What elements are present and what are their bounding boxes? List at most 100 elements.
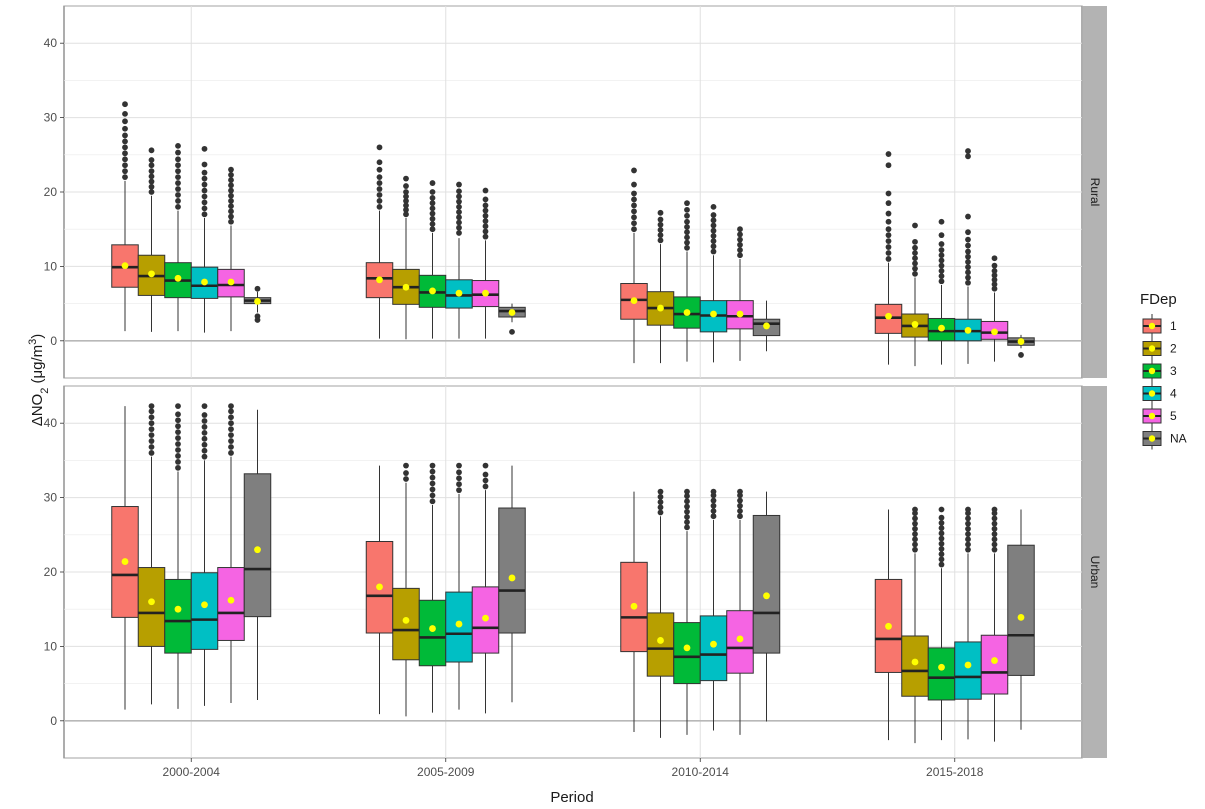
y-tick-label: 0: [50, 714, 57, 728]
outlier-point: [429, 205, 436, 212]
outlier-point: [122, 144, 128, 151]
mean-point: [763, 592, 770, 600]
outlier-point: [201, 205, 208, 212]
outlier-point: [201, 145, 208, 152]
box: [418, 599, 447, 667]
y-axis-title: ΔNO2 (μg/m3): [27, 334, 51, 427]
legend-title: FDep: [1140, 291, 1177, 308]
box-2010-2014-NA: [752, 491, 781, 722]
mean-point: [964, 326, 972, 334]
y-tick-label: 20: [44, 565, 58, 579]
legend-key-mean: [1148, 322, 1156, 330]
outlier-point: [938, 540, 945, 547]
outlier-point: [403, 202, 409, 209]
mean-point: [201, 278, 208, 286]
outlier-point: [684, 212, 690, 219]
outlier-point: [376, 174, 383, 181]
outlier-point: [965, 213, 971, 220]
outlier-point: [148, 426, 155, 433]
outlier-point: [912, 531, 918, 537]
outlier-point: [175, 186, 181, 192]
outlier-point: [991, 520, 998, 527]
outlier-point: [122, 101, 128, 108]
mean-point: [964, 661, 972, 669]
outlier-point: [201, 211, 208, 218]
outlier-point: [429, 221, 436, 227]
outlier-point: [429, 195, 436, 201]
outlier-point: [965, 546, 971, 553]
outlier-point: [684, 503, 690, 510]
box-2015-2018-3: [927, 218, 956, 365]
outlier-point: [885, 218, 892, 225]
outlier-point: [965, 229, 971, 236]
mean-point: [508, 309, 516, 316]
outlier-point: [429, 468, 436, 475]
outlier-point: [175, 423, 181, 430]
outlier-point: [403, 462, 409, 469]
outlier-point: [228, 414, 234, 421]
legend-label: NA: [1170, 432, 1187, 446]
outlier-point: [403, 476, 409, 482]
outlier-point: [376, 198, 383, 204]
outlier-point: [938, 218, 945, 225]
outlier-point: [737, 502, 743, 509]
outlier-point: [482, 228, 489, 235]
outlier-point: [175, 458, 181, 465]
outlier-point: [175, 168, 181, 175]
box: [164, 578, 192, 654]
mean-point: [254, 546, 261, 554]
box: [927, 647, 956, 701]
outlier-point: [631, 208, 637, 215]
outlier-point: [201, 199, 208, 206]
outlier-point: [657, 499, 664, 505]
outlier-point: [175, 403, 181, 409]
outlier-point: [657, 221, 664, 228]
mean-point: [657, 304, 664, 312]
outlier-point: [991, 541, 998, 548]
outlier-point: [737, 236, 743, 243]
outlier-point: [403, 193, 409, 200]
outlier-point: [482, 483, 489, 490]
mean-point: [763, 322, 770, 330]
box: [980, 634, 1009, 695]
outlier-point: [912, 255, 918, 262]
outlier-point: [122, 138, 128, 145]
outlier-point: [122, 156, 128, 163]
outlier-point: [885, 200, 892, 207]
outlier-point: [710, 227, 717, 234]
box-2000-2004-5: [217, 166, 245, 332]
mean-point: [174, 274, 182, 282]
outlier-point: [938, 551, 945, 558]
y-tick-label: 10: [44, 259, 58, 273]
outlier-point: [710, 243, 717, 250]
outlier-point: [201, 441, 208, 448]
outlier-point: [376, 166, 383, 173]
outlier-point: [991, 276, 998, 283]
outlier-point: [631, 196, 637, 203]
outlier-point: [148, 403, 155, 409]
outlier-point: [429, 210, 436, 217]
box: [392, 587, 420, 661]
outlier-point: [228, 208, 234, 215]
outlier-point: [912, 536, 918, 543]
outlier-point: [737, 241, 743, 248]
outlier-point: [684, 218, 690, 225]
mean-point: [630, 297, 638, 305]
outlier-point: [912, 515, 918, 522]
outlier-point: [885, 238, 892, 245]
outlier-point: [657, 232, 664, 239]
outlier-point: [965, 536, 971, 543]
outlier-point: [482, 187, 489, 194]
outlier-point: [965, 274, 971, 281]
mean-point: [148, 270, 155, 278]
outlier-point: [148, 157, 155, 163]
box-2010-2014-4: [699, 203, 728, 363]
box-2010-2014-NA: [752, 300, 781, 352]
outlier-point: [912, 541, 918, 548]
legend-label: 5: [1170, 409, 1177, 423]
outlier-point: [228, 171, 234, 178]
mean-point: [683, 309, 691, 316]
outlier-point: [938, 267, 945, 274]
y-tick-label: 0: [50, 334, 57, 348]
mean-point: [885, 312, 892, 320]
